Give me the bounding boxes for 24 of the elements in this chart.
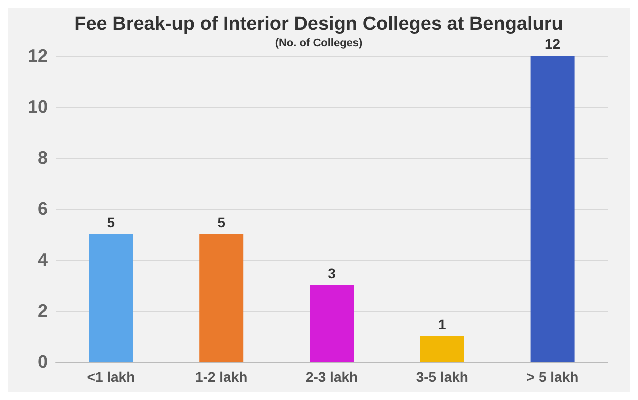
data-label: 12 — [545, 36, 561, 52]
data-label: 3 — [328, 266, 336, 282]
y-tick-label: 10 — [28, 97, 48, 117]
y-tick-label: 0 — [38, 352, 48, 372]
x-tick-label: <1 lakh — [87, 369, 136, 385]
data-label: 1 — [438, 316, 446, 332]
x-tick-label: 1-2 lakh — [196, 369, 248, 385]
bar — [310, 286, 354, 362]
y-tick-label: 4 — [38, 250, 48, 270]
chart-subtitle: (No. of Colleges) — [275, 38, 364, 50]
bar — [89, 234, 134, 362]
bar — [530, 56, 575, 362]
x-tick-label: > 5 lakh — [526, 369, 579, 385]
bar — [200, 234, 244, 362]
data-label: 5 — [218, 214, 226, 230]
y-tick-label: 12 — [28, 46, 48, 66]
y-tick-label: 6 — [38, 199, 48, 219]
bar — [420, 336, 464, 362]
y-tick-label: 8 — [38, 148, 48, 168]
x-tick-label: 3-5 lakh — [416, 369, 468, 385]
y-tick-label: 2 — [38, 301, 48, 321]
data-label: 5 — [107, 214, 116, 230]
chart-title: Fee Break-up of Interior Design Colleges at Bengaluru — [74, 14, 564, 35]
x-tick-label: 2-3 lakh — [306, 369, 358, 385]
